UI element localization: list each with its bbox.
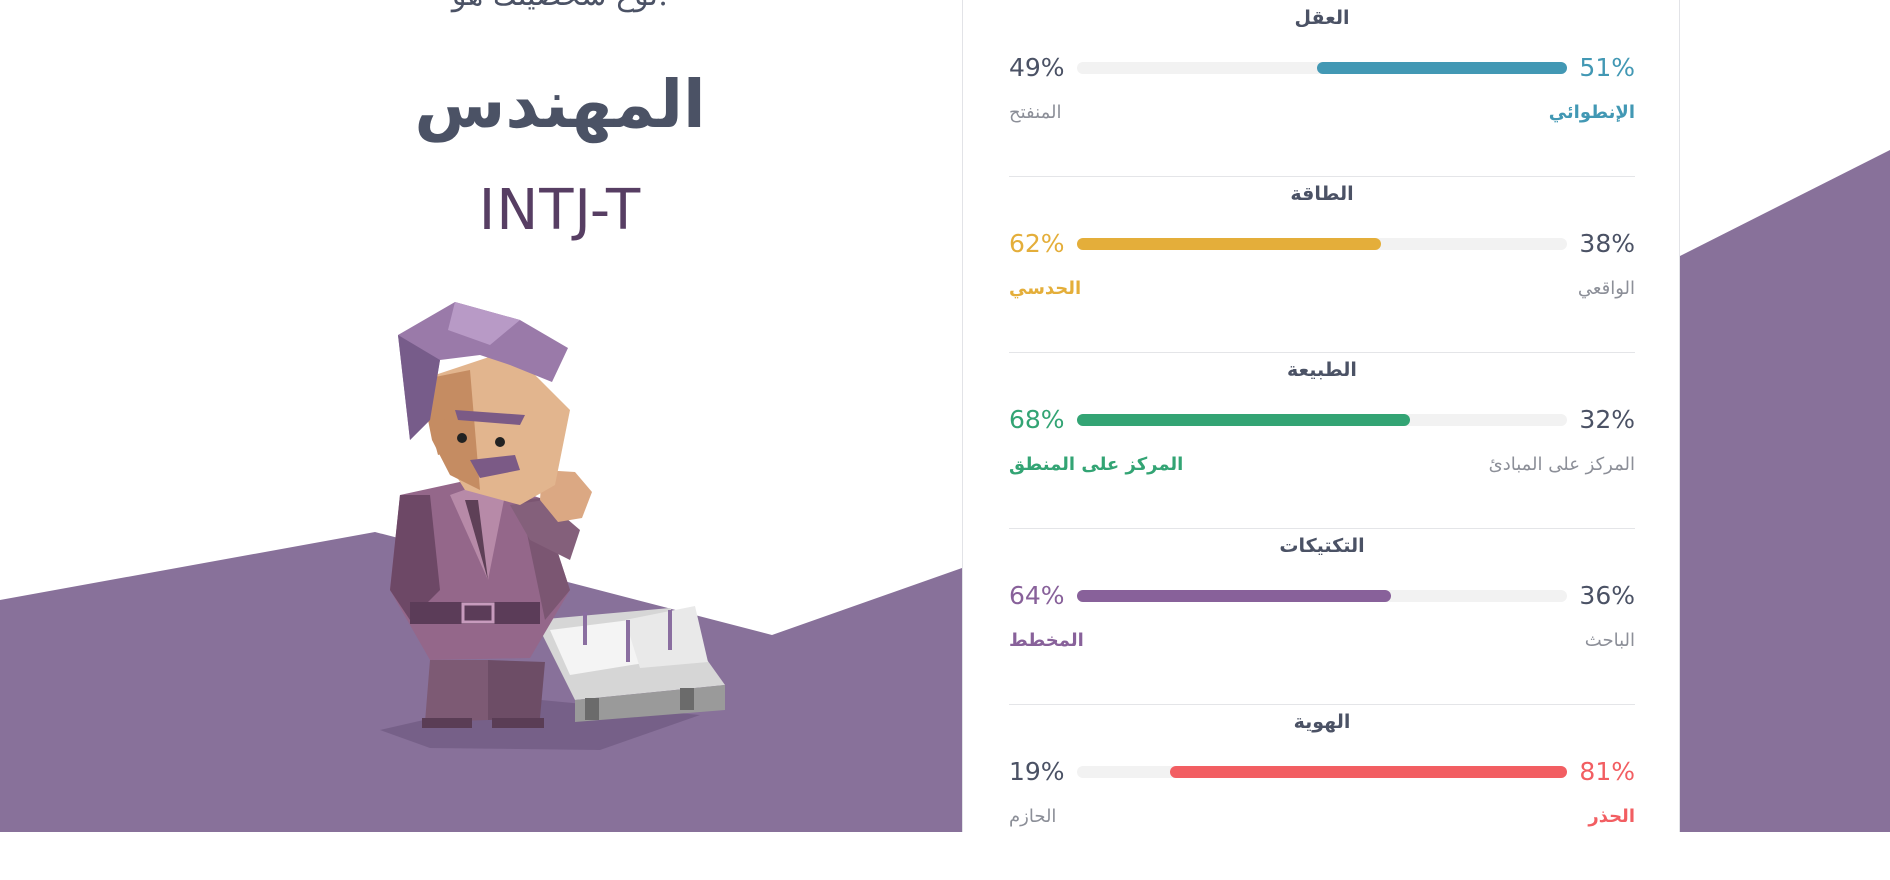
scale-mind: العقل 49% 51% المنفتح الإنطوائي xyxy=(1009,0,1635,177)
personality-type-code: INTJ-T xyxy=(478,178,642,243)
scale-title: الطاقة xyxy=(1290,183,1354,205)
scale-title: التكتيكات xyxy=(1279,535,1365,557)
scale-fill-bar xyxy=(1077,414,1411,426)
result-heading: نوع شخصيتك هو: xyxy=(0,0,1120,13)
right-percentage: 38% xyxy=(1579,229,1635,258)
hero-section: نوع شخصيتك هو: المهندس INTJ-T xyxy=(0,0,962,832)
scale-track xyxy=(1077,238,1567,250)
scale-track xyxy=(1077,766,1567,778)
left-trait-label: المخطط xyxy=(1009,630,1084,651)
scale-tactics: التكتيكات 64% 36% المخطط الباحث xyxy=(1009,528,1635,705)
scale-track xyxy=(1077,414,1567,426)
right-trait-label: الإنطوائي xyxy=(1548,102,1635,123)
scale-track xyxy=(1077,62,1567,74)
left-percentage: 68% xyxy=(1009,405,1065,434)
architect-character-illustration xyxy=(380,302,725,750)
left-percentage: 49% xyxy=(1009,53,1065,82)
scale-fill-bar xyxy=(1317,62,1567,74)
right-trait-label: الباحث xyxy=(1584,630,1635,651)
left-trait-label: الحازم xyxy=(1009,806,1057,827)
scale-fill-bar xyxy=(1170,766,1567,778)
right-percentage: 81% xyxy=(1579,757,1635,786)
scale-fill-bar xyxy=(1077,238,1381,250)
left-trait-label: المركز على المنطق xyxy=(1009,454,1184,475)
scale-track xyxy=(1077,590,1567,602)
scale-fill-bar xyxy=(1077,590,1391,602)
left-trait-label: الحدسي xyxy=(1009,278,1082,299)
scale-title: الطبيعة xyxy=(1287,359,1357,381)
right-percentage: 32% xyxy=(1579,405,1635,434)
personality-type-name: المهندس xyxy=(414,66,706,143)
right-percentage: 51% xyxy=(1579,53,1635,82)
personality-scales-panel: العقل 49% 51% المنفتح الإنطوائي الطاقة 6… xyxy=(962,0,1680,832)
left-percentage: 64% xyxy=(1009,581,1065,610)
left-percentage: 19% xyxy=(1009,757,1065,786)
right-trait-label: المركز على المبادئ xyxy=(1488,454,1635,475)
left-trait-label: المنفتح xyxy=(1009,102,1062,123)
scale-energy: الطاقة 62% 38% الحدسي الواقعي xyxy=(1009,176,1635,353)
scale-title: الهوية xyxy=(1293,711,1351,733)
right-trait-label: الحذر xyxy=(1588,806,1635,827)
scale-title: العقل xyxy=(1294,7,1350,29)
scale-identity: الهوية 19% 81% الحازم الحذر xyxy=(1009,704,1635,880)
right-percentage: 36% xyxy=(1579,581,1635,610)
right-trait-label: الواقعي xyxy=(1577,278,1635,299)
scale-nature: الطبيعة 68% 32% المركز على المنطق المركز… xyxy=(1009,352,1635,529)
left-percentage: 62% xyxy=(1009,229,1065,258)
